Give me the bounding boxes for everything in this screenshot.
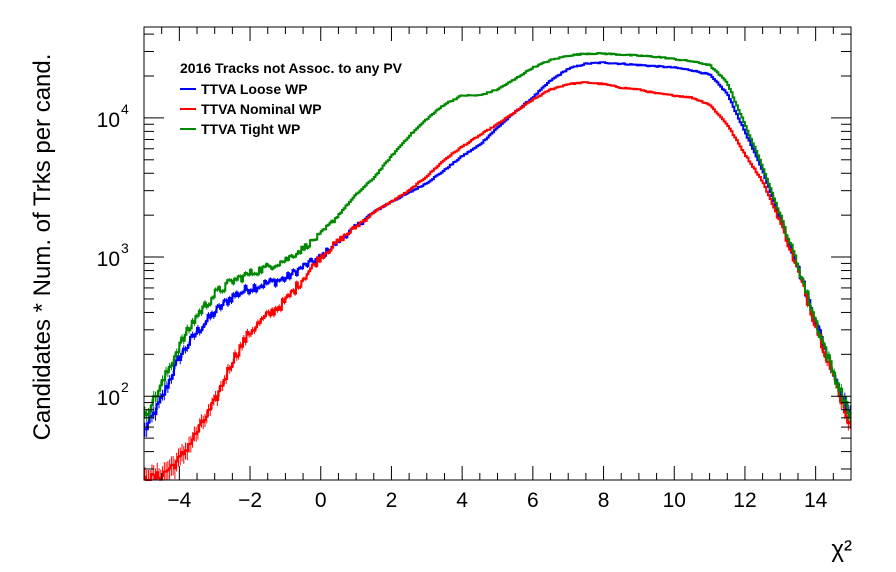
legend-entry: TTVA Loose WP [201,81,308,97]
x-tick-label: −2 [238,489,262,512]
y-axis-title: Candidates * Num. of Trks per cand. [29,54,56,441]
y-tick-exponent: 4 [121,101,129,117]
x-tick-label: 12 [733,489,756,512]
y-tick-label: 103 [97,240,129,271]
series-line [144,52,851,418]
series-line [144,81,851,481]
legend-entry: TTVA Tight WP [201,121,300,137]
y-tick-exponent: 2 [121,379,129,395]
legend: 2016 Tracks not Assoc. to any PV TTVA Lo… [180,60,403,137]
x-axis-title: χ² [831,536,852,563]
series-ttva-nominal-wp [144,81,851,481]
y-tick-label: 10 2 [97,379,129,410]
series-ttva-tight-wp [144,52,851,423]
x-tick-label: 10 [663,489,686,512]
legend-entry: TTVA Nominal WP [201,101,322,117]
y-tick-base: 10 [97,248,120,271]
x-tick-label: 14 [804,489,828,512]
x-axis: −4 −2 0 2 4 6 8 10 12 14 [143,27,852,512]
legend-title: 2016 Tracks not Assoc. to any PV [180,60,403,76]
y-tick-base: 10 [97,387,120,410]
x-tick-label: 8 [598,489,610,512]
x-tick-label: 0 [315,489,327,512]
x-tick-label: 6 [527,489,539,512]
x-tick-label: 2 [386,489,398,512]
y-tick-base: 10 [97,109,120,132]
x-tick-label: −4 [167,489,191,512]
series-line [144,61,851,431]
y-tick-label: 10 4 [97,101,129,132]
y-tick-exponent: 3 [121,240,129,256]
x-tick-label: 4 [456,489,468,512]
series-layer [144,52,851,481]
